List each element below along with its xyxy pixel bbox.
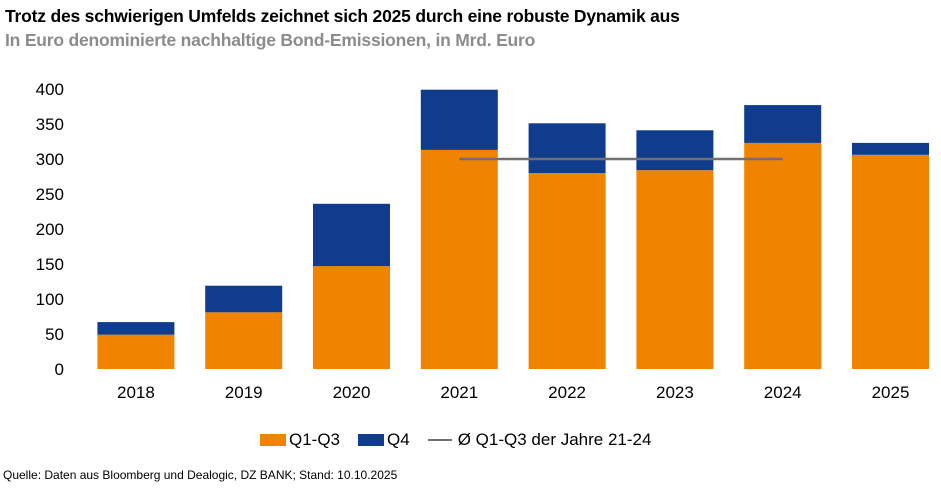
legend-swatch-q4 xyxy=(358,434,385,446)
legend-label-q4: Q4 xyxy=(387,430,410,449)
x-tick-label: 2020 xyxy=(333,383,371,402)
bar-q1q3-2022 xyxy=(528,173,606,369)
bar-q1q3-2020 xyxy=(313,266,390,369)
y-tick-label: 350 xyxy=(36,115,64,134)
source-note: Quelle: Daten aus Bloomberg und Dealogic… xyxy=(3,468,398,482)
y-axis: 0 50 100 150 200 250 300 350 400 xyxy=(36,80,64,379)
y-tick-label: 400 xyxy=(36,80,64,99)
x-tick-label: 2024 xyxy=(764,383,802,402)
bar-q4-2024 xyxy=(744,105,822,143)
bar-q4-2025 xyxy=(852,142,929,155)
bar-q4-2019 xyxy=(205,285,283,313)
x-tick-label: 2023 xyxy=(656,383,694,402)
chart-subtitle: In Euro denominierte nachhaltige Bond-Em… xyxy=(5,30,536,50)
x-tick-label: 2018 xyxy=(117,383,155,402)
chart-title: Trotz des schwierigen Umfelds zeichnet s… xyxy=(5,6,680,26)
y-tick-label: 50 xyxy=(45,325,64,344)
bar-q1q3-2025 xyxy=(852,154,929,369)
bar-q4-2021 xyxy=(420,89,498,150)
y-tick-label: 250 xyxy=(36,185,64,204)
y-tick-label: 300 xyxy=(36,150,64,169)
bar-chart: 0 50 100 150 200 250 300 350 400 2018 2019 2020 202… xyxy=(36,80,929,402)
bar-q4-2023 xyxy=(636,130,714,171)
bar-q1q3-2021 xyxy=(420,149,498,369)
legend-line-average xyxy=(427,439,452,441)
bar-q1q3-2019 xyxy=(205,312,283,369)
y-tick-label: 0 xyxy=(55,360,64,379)
legend-item-q1q3: Q1-Q3 xyxy=(260,430,340,450)
bar-q1q3-2024 xyxy=(744,142,822,369)
x-axis: 2018 2019 2020 2021 2022 2023 2024 2025 xyxy=(117,383,909,402)
bar-q4-2018 xyxy=(97,322,175,335)
legend-label-q1q3: Q1-Q3 xyxy=(289,430,341,449)
x-tick-label: 2022 xyxy=(548,383,586,402)
bar-q1q3-2023 xyxy=(636,170,714,369)
bars xyxy=(97,89,929,369)
x-tick-label: 2021 xyxy=(440,383,478,402)
legend-item-average: Ø Q1-Q3 der Jahre 21-24 xyxy=(427,430,652,450)
bar-q1q3-2018 xyxy=(97,334,175,369)
x-tick-label: 2025 xyxy=(872,383,910,402)
y-tick-label: 200 xyxy=(36,220,64,239)
y-tick-label: 100 xyxy=(36,290,64,309)
bar-q4-2020 xyxy=(313,203,390,267)
y-tick-label: 150 xyxy=(36,255,64,274)
x-tick-label: 2019 xyxy=(225,383,263,402)
legend-item-q4: Q4 xyxy=(358,430,410,450)
bar-q4-2022 xyxy=(528,123,606,173)
legend-label-average: Ø Q1-Q3 der Jahre 21-24 xyxy=(457,430,652,449)
legend-swatch-q1q3 xyxy=(260,434,286,446)
legend: Q1-Q3 Q4 Ø Q1-Q3 der Jahre 21-24 xyxy=(260,430,669,450)
